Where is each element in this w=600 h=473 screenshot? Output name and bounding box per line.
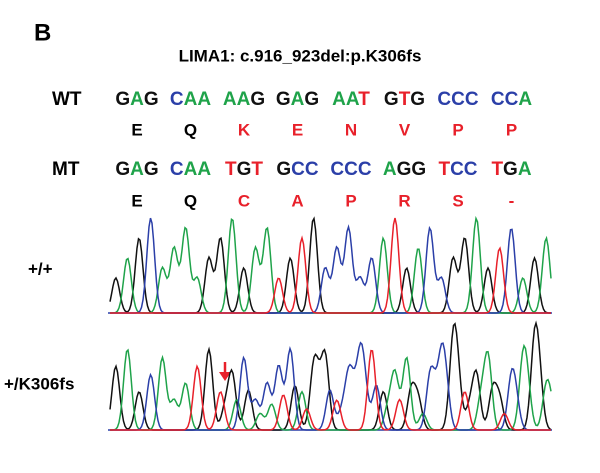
trace-G bbox=[109, 320, 552, 431]
amino-acid: V bbox=[399, 120, 411, 139]
row-label: MT bbox=[52, 159, 80, 180]
amino-acid: S bbox=[452, 191, 463, 210]
trace-label: +/+ bbox=[28, 259, 53, 278]
trace-label: +/K306fs bbox=[4, 374, 74, 393]
codon: AAT bbox=[332, 89, 370, 110]
amino-acid: - bbox=[509, 191, 515, 210]
codon: CCA bbox=[491, 89, 532, 110]
trace-C bbox=[110, 217, 551, 314]
amino-acid: N bbox=[345, 120, 357, 139]
trace-G bbox=[109, 216, 551, 314]
chromatogram bbox=[108, 320, 552, 431]
amino-acid: C bbox=[238, 191, 250, 210]
amino-acid: P bbox=[506, 120, 517, 139]
codon: GAG bbox=[115, 89, 158, 110]
codon: CCC bbox=[437, 89, 478, 110]
codon: CAA bbox=[170, 159, 211, 180]
amino-acid: E bbox=[292, 120, 303, 139]
codon: GCC bbox=[276, 159, 319, 180]
codon: TCC bbox=[438, 159, 477, 180]
row-label: WT bbox=[52, 89, 82, 110]
amino-acid: P bbox=[452, 120, 463, 139]
codon: TGA bbox=[491, 159, 531, 180]
panel-label: B bbox=[34, 19, 51, 46]
amino-acid: Q bbox=[184, 120, 197, 139]
codon: AGG bbox=[383, 159, 426, 180]
trace-A bbox=[110, 343, 552, 431]
trace-T bbox=[110, 349, 551, 431]
codon: AAG bbox=[223, 89, 265, 110]
mutation-arrow bbox=[219, 362, 231, 381]
amino-acid: E bbox=[131, 191, 142, 210]
trace-A bbox=[110, 215, 552, 314]
amino-acid: E bbox=[131, 120, 142, 139]
codon: GAG bbox=[115, 159, 158, 180]
amino-acid: R bbox=[398, 191, 410, 210]
amino-acid: A bbox=[291, 191, 303, 210]
codon: CCC bbox=[330, 159, 371, 180]
amino-acid: P bbox=[345, 191, 356, 210]
trace-C bbox=[110, 341, 551, 431]
codon: CAA bbox=[170, 89, 211, 110]
amino-acid: Q bbox=[184, 191, 197, 210]
codon: TGT bbox=[225, 159, 263, 180]
chromatogram bbox=[108, 215, 552, 314]
codon: GAG bbox=[276, 89, 319, 110]
codon: GTG bbox=[384, 89, 425, 110]
trace-T bbox=[110, 217, 551, 314]
amino-acid: K bbox=[238, 120, 251, 139]
figure-title: LIMA1: c.916_923del:p.K306fs bbox=[179, 46, 422, 65]
